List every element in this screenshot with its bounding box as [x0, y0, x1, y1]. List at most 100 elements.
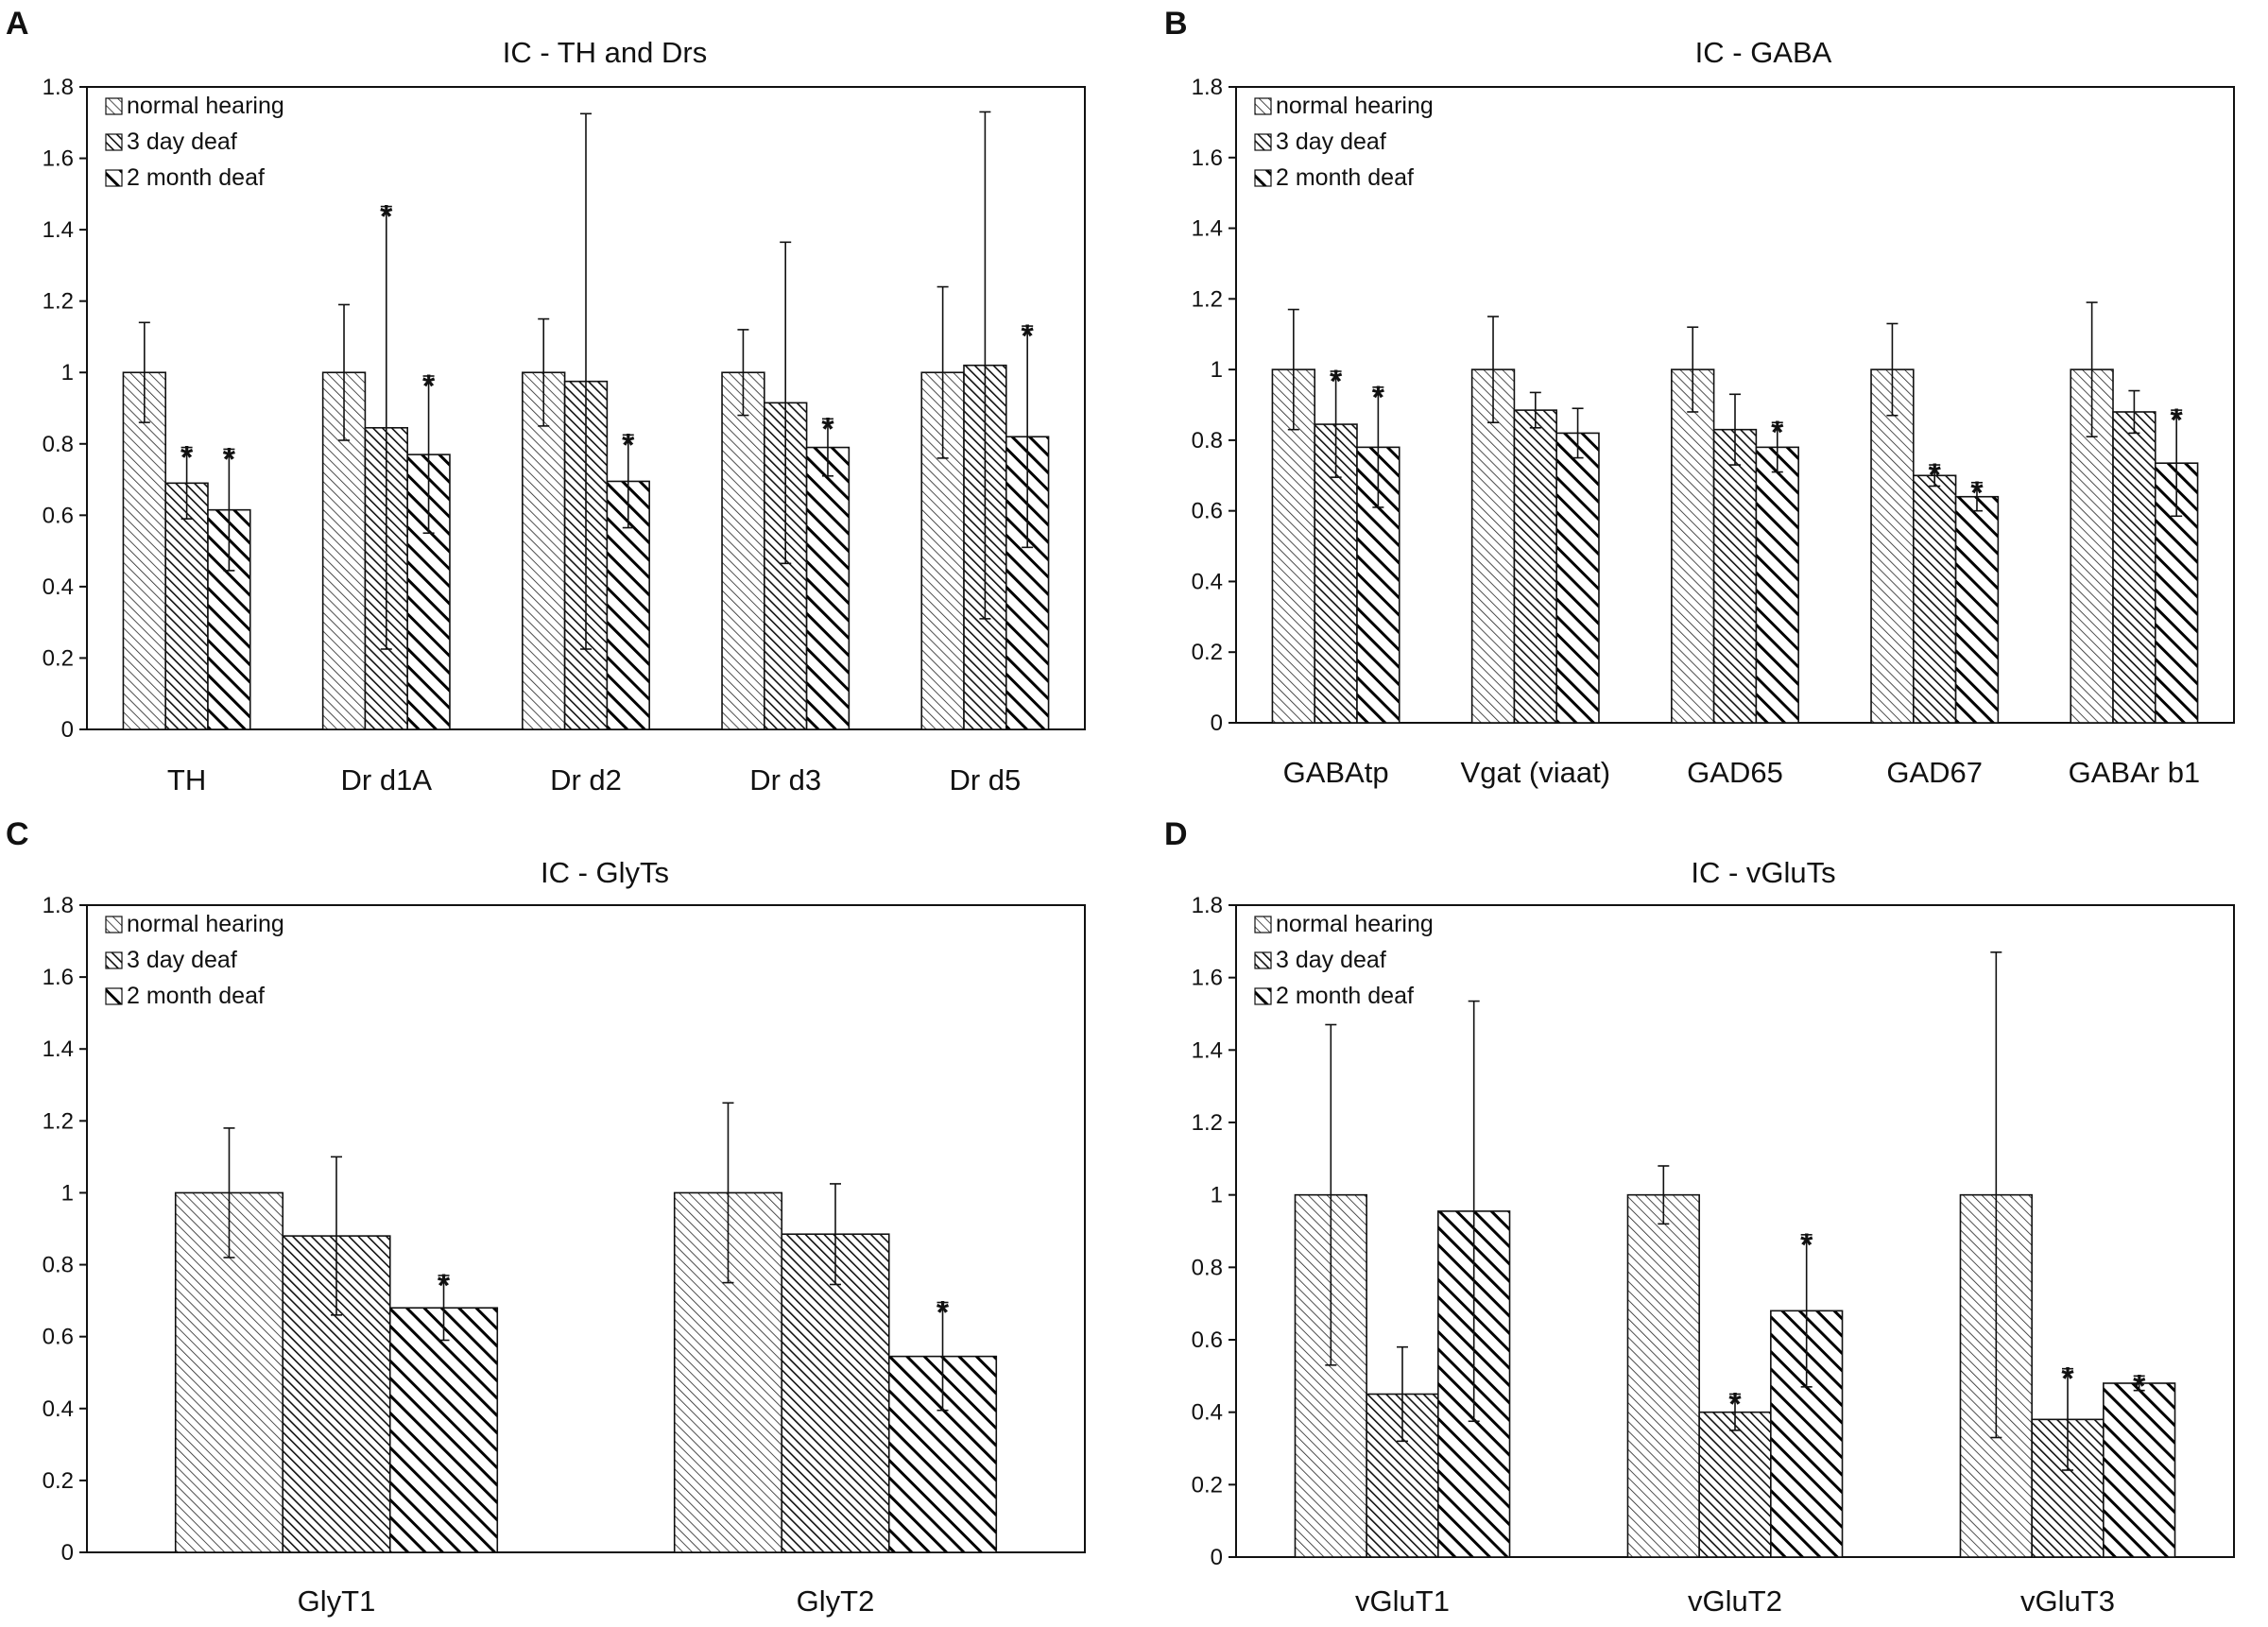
y-tick-label: 1.4 [43, 217, 74, 243]
y-tick-label: 0 [61, 717, 74, 743]
y-tick-label: 1.2 [43, 1108, 74, 1134]
y-tick-label: 0 [1211, 711, 1223, 736]
legend-label: 2 month deaf [127, 164, 265, 191]
x-category-label: vGluT1 [1355, 1584, 1450, 1618]
legend-swatch-medium [1254, 951, 1272, 969]
legend-label: normal hearing [1276, 911, 1434, 937]
x-category-label: GABAtp [1283, 756, 1389, 789]
y-tick-label: 1.6 [43, 965, 74, 990]
panel-letter: D [1164, 816, 1188, 852]
y-tick-label: 0.6 [1192, 499, 1223, 524]
x-category-label: Vgat (viaat) [1461, 756, 1611, 789]
legend-swatch-fine [1254, 97, 1272, 115]
chart-panel-d: D IC - vGluTs 0 0.2 0.4 0.6 0.8 1 1.2 1.4 1.6 1.8 vG… [1164, 816, 2235, 1618]
legend-swatch-bold [1254, 987, 1272, 1005]
legend-swatch-medium [1254, 133, 1272, 151]
bar-bold [805, 446, 850, 730]
legend-label: 3 day deaf [1276, 128, 1386, 155]
y-tick-label: 1 [1211, 357, 1223, 383]
bar-bold [2103, 1382, 2176, 1558]
y-tick-label: 0 [61, 1540, 74, 1566]
bar-bold [1755, 446, 1799, 724]
x-category-label: Dr d3 [749, 763, 821, 796]
bar-fine [122, 371, 167, 730]
x-category-label: GAD67 [1886, 756, 1983, 789]
significance-star: * [936, 1295, 950, 1331]
significance-star: * [1022, 318, 1035, 354]
legend-label: 3 day deaf [1276, 947, 1386, 973]
significance-star: * [1728, 1387, 1742, 1423]
panel-letter: A [6, 6, 29, 42]
y-tick-label: 1.6 [1192, 966, 1223, 991]
significance-star: * [1929, 457, 1942, 493]
x-category-label: Dr d5 [949, 763, 1021, 796]
y-tick-label: 0.4 [43, 1396, 74, 1422]
y-tick-label: 1.2 [1192, 286, 1223, 312]
y-tick-label: 1.6 [43, 146, 74, 172]
significance-star: * [380, 199, 393, 235]
y-tick-label: 1.8 [1192, 75, 1223, 100]
significance-star: * [180, 440, 194, 476]
y-tick-label: 0.2 [43, 1468, 74, 1494]
significance-star: * [1372, 380, 1385, 416]
bar-medium [1698, 1411, 1772, 1558]
significance-star: * [2061, 1362, 2074, 1397]
y-tick-label: 1.6 [1192, 146, 1223, 171]
x-category-label: vGluT2 [1688, 1584, 1782, 1618]
legend-label: normal hearing [127, 911, 284, 937]
y-tick-label: 1 [61, 360, 74, 385]
y-tick-label: 0.8 [1192, 428, 1223, 454]
legend-swatch-fine [1254, 916, 1272, 933]
y-tick-label: 0.6 [43, 1325, 74, 1350]
x-category-label: Dr d2 [550, 763, 622, 796]
legend-swatch-fine [105, 916, 123, 933]
legend-label: 2 month deaf [1276, 164, 1414, 191]
chart-title: IC - GABA [1695, 36, 1832, 69]
significance-star: * [1800, 1227, 1813, 1263]
significance-star: * [821, 411, 834, 447]
bar-bold [388, 1307, 499, 1553]
x-category-label: TH [167, 763, 206, 796]
legend-label: normal hearing [127, 93, 284, 119]
bar-bold [1954, 495, 2000, 724]
chart-title: IC - vGluTs [1691, 856, 1835, 889]
significance-star: * [1970, 475, 1984, 511]
bar-fine [1671, 368, 1715, 724]
bar-medium [2112, 411, 2156, 724]
significance-star: * [438, 1268, 451, 1304]
bar-fine [1870, 368, 1915, 724]
legend-label: 2 month deaf [127, 983, 265, 1009]
y-tick-label: 1.4 [1192, 1037, 1223, 1063]
bar-medium [1513, 409, 1557, 724]
x-category-label: GlyT1 [298, 1584, 376, 1618]
chart-title: IC - GlyTs [541, 856, 669, 889]
significance-star: * [223, 441, 236, 477]
chart-panel-a: A IC - TH and Drs 0 0.2 0.4 0.6 0.8 1 1.2 1.4 1.6 1… [6, 6, 1086, 796]
bar-medium [781, 1233, 890, 1553]
bar-fine [721, 371, 765, 730]
y-tick-label: 0.6 [1192, 1327, 1223, 1353]
y-tick-label: 0.4 [43, 574, 74, 600]
significance-star: * [622, 427, 635, 463]
y-tick-label: 0.8 [1192, 1255, 1223, 1280]
x-category-label: GABAr b1 [2069, 756, 2201, 789]
bar-bold [1555, 432, 1600, 724]
legend-swatch-bold [105, 169, 123, 187]
legend-swatch-medium [105, 951, 123, 969]
chart-panel-b: B IC - GABA 0 0.2 0.4 0.6 0.8 1 1.2 1.4 1.6 1.8 * * GA… [1164, 6, 2235, 789]
chart-panel-c: C IC - GlyTs 0 0.2 0.4 0.6 0.8 1 1.2 1.4 1.6 1.8 * Gl… [6, 816, 1086, 1618]
y-tick-label: 1.8 [43, 893, 74, 918]
significance-star: * [2133, 1368, 2146, 1404]
y-tick-label: 0.2 [1192, 1472, 1223, 1498]
y-tick-label: 0.8 [43, 1253, 74, 1278]
y-tick-label: 1 [1211, 1183, 1223, 1208]
bar-medium [164, 482, 209, 730]
significance-star: * [1330, 364, 1343, 400]
y-tick-label: 1.8 [43, 75, 74, 100]
legend-label: 2 month deaf [1276, 983, 1414, 1009]
panel-letter: C [6, 816, 29, 852]
y-tick-label: 0.4 [1192, 1400, 1223, 1426]
x-category-label: Dr d1A [341, 763, 433, 796]
y-tick-label: 1.2 [43, 289, 74, 315]
y-tick-label: 1.4 [43, 1036, 74, 1062]
